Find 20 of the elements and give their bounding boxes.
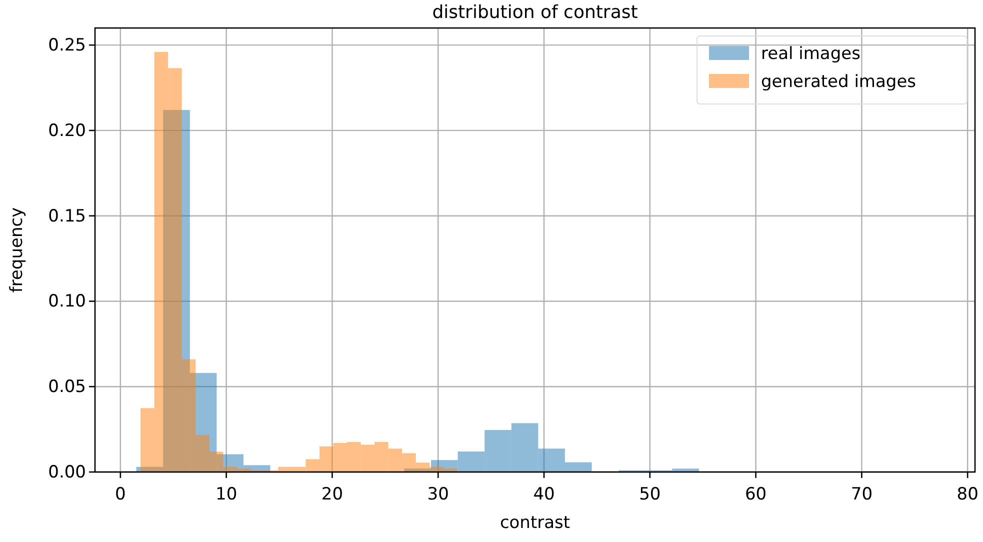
- x-tick-label: 20: [321, 484, 344, 505]
- x-tick-label: 0: [115, 484, 126, 505]
- chart-title: distribution of contrast: [432, 2, 638, 23]
- legend-label: real images: [761, 44, 861, 64]
- y-tick-label: 0.15: [48, 206, 86, 226]
- y-tick-label: 0.10: [48, 292, 86, 312]
- x-tick-label: 50: [639, 484, 661, 505]
- x-tick-label: 70: [850, 484, 873, 505]
- y-tick-label: 0.25: [48, 36, 86, 56]
- legend-label: generated images: [761, 72, 916, 92]
- x-tick-label: 80: [956, 484, 978, 505]
- x-tick-label: 30: [427, 484, 449, 505]
- y-tick-label: 0.05: [48, 377, 86, 398]
- y-axis-title: frequency: [7, 207, 27, 293]
- x-tick-label: 40: [533, 484, 555, 505]
- x-tick-label: 10: [215, 484, 238, 505]
- y-tick-label: 0.20: [48, 120, 86, 141]
- y-tick-label: 0.00: [48, 462, 86, 482]
- x-axis-title: contrast: [500, 513, 570, 533]
- x-tick-label: 60: [744, 484, 767, 505]
